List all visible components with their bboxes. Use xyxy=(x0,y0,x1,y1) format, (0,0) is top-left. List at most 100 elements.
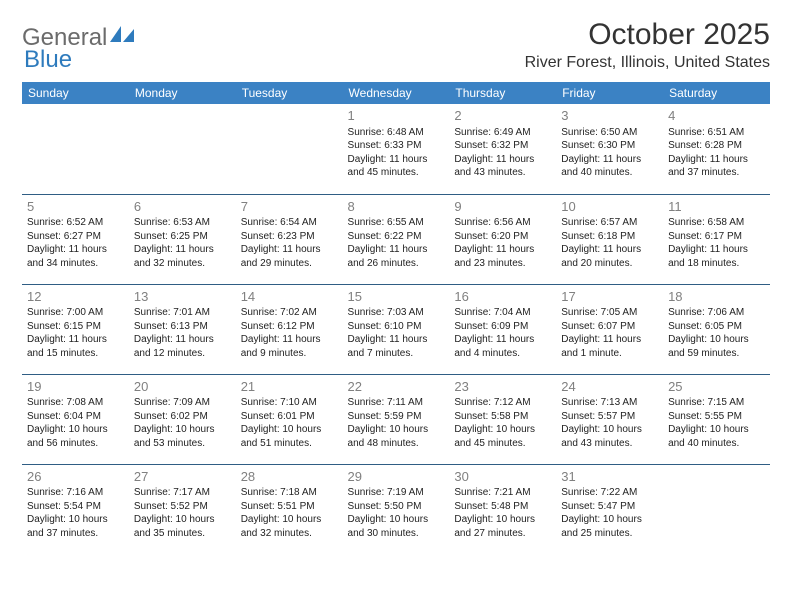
day-info-line: Daylight: 11 hours xyxy=(27,243,124,257)
day-number: 16 xyxy=(454,288,551,306)
header: General October 2025 River Forest, Illin… xyxy=(22,18,770,72)
title-block: October 2025 River Forest, Illinois, Uni… xyxy=(525,18,770,72)
calendar-day-cell: 14Sunrise: 7:02 AMSunset: 6:12 PMDayligh… xyxy=(236,284,343,374)
day-info-line: Sunrise: 6:56 AM xyxy=(454,216,551,230)
day-number: 17 xyxy=(561,288,658,306)
day-info-line: Sunrise: 6:53 AM xyxy=(134,216,231,230)
day-number: 19 xyxy=(27,378,124,396)
calendar-day-cell: 18Sunrise: 7:06 AMSunset: 6:05 PMDayligh… xyxy=(663,284,770,374)
day-info-line: Sunset: 6:01 PM xyxy=(241,410,338,424)
calendar-day-cell: 1Sunrise: 6:48 AMSunset: 6:33 PMDaylight… xyxy=(343,104,450,194)
day-info-line: and 26 minutes. xyxy=(348,257,445,271)
day-info-line: Sunrise: 7:08 AM xyxy=(27,396,124,410)
day-info-line: Sunset: 6:20 PM xyxy=(454,230,551,244)
day-info-line: Sunset: 5:54 PM xyxy=(27,500,124,514)
day-info-line: and 48 minutes. xyxy=(348,437,445,451)
day-number: 28 xyxy=(241,468,338,486)
day-number: 20 xyxy=(134,378,231,396)
day-info-line: Daylight: 10 hours xyxy=(348,513,445,527)
day-info-line: Sunrise: 7:02 AM xyxy=(241,306,338,320)
day-number: 8 xyxy=(348,198,445,216)
day-info-line: and 40 minutes. xyxy=(668,437,765,451)
day-info-line: Sunrise: 7:21 AM xyxy=(454,486,551,500)
day-number: 30 xyxy=(454,468,551,486)
calendar-week-row: 19Sunrise: 7:08 AMSunset: 6:04 PMDayligh… xyxy=(22,374,770,464)
day-info-line: Daylight: 10 hours xyxy=(27,423,124,437)
day-info-line: Sunset: 5:52 PM xyxy=(134,500,231,514)
day-info-line: Sunrise: 6:54 AM xyxy=(241,216,338,230)
calendar-day-cell: 27Sunrise: 7:17 AMSunset: 5:52 PMDayligh… xyxy=(129,464,236,554)
day-info-line: Sunset: 6:02 PM xyxy=(134,410,231,424)
calendar-day-cell: 31Sunrise: 7:22 AMSunset: 5:47 PMDayligh… xyxy=(556,464,663,554)
day-info-line: and 51 minutes. xyxy=(241,437,338,451)
day-info-line: Sunset: 6:07 PM xyxy=(561,320,658,334)
calendar-day-cell: 16Sunrise: 7:04 AMSunset: 6:09 PMDayligh… xyxy=(449,284,556,374)
day-number: 31 xyxy=(561,468,658,486)
calendar-day-cell: 5Sunrise: 6:52 AMSunset: 6:27 PMDaylight… xyxy=(22,194,129,284)
day-info-line: and 37 minutes. xyxy=(27,527,124,541)
weekday-header: Wednesday xyxy=(343,82,450,104)
day-number: 29 xyxy=(348,468,445,486)
day-info-line: Daylight: 10 hours xyxy=(241,423,338,437)
calendar-day-cell: 19Sunrise: 7:08 AMSunset: 6:04 PMDayligh… xyxy=(22,374,129,464)
weekday-header: Friday xyxy=(556,82,663,104)
day-info-line: Daylight: 11 hours xyxy=(454,243,551,257)
day-number: 13 xyxy=(134,288,231,306)
day-info-line: Daylight: 11 hours xyxy=(454,153,551,167)
day-info-line: Daylight: 10 hours xyxy=(454,513,551,527)
calendar-day-cell: 24Sunrise: 7:13 AMSunset: 5:57 PMDayligh… xyxy=(556,374,663,464)
day-info-line: and 4 minutes. xyxy=(454,347,551,361)
day-info-line: Sunrise: 7:15 AM xyxy=(668,396,765,410)
calendar-day-cell: 26Sunrise: 7:16 AMSunset: 5:54 PMDayligh… xyxy=(22,464,129,554)
day-info-line: Sunset: 6:18 PM xyxy=(561,230,658,244)
calendar-day-cell: 15Sunrise: 7:03 AMSunset: 6:10 PMDayligh… xyxy=(343,284,450,374)
day-info-line: and 32 minutes. xyxy=(134,257,231,271)
day-info-line: Sunrise: 7:19 AM xyxy=(348,486,445,500)
day-info-line: Sunset: 6:04 PM xyxy=(27,410,124,424)
day-info-line: Sunset: 6:05 PM xyxy=(668,320,765,334)
day-number: 7 xyxy=(241,198,338,216)
day-info-line: and 53 minutes. xyxy=(134,437,231,451)
day-info-line: and 34 minutes. xyxy=(27,257,124,271)
calendar-page: General October 2025 River Forest, Illin… xyxy=(0,0,792,564)
day-info-line: Sunset: 6:30 PM xyxy=(561,139,658,153)
weekday-header: Thursday xyxy=(449,82,556,104)
day-info-line: Sunset: 6:25 PM xyxy=(134,230,231,244)
day-number: 15 xyxy=(348,288,445,306)
calendar-day-cell: 21Sunrise: 7:10 AMSunset: 6:01 PMDayligh… xyxy=(236,374,343,464)
calendar-day-cell: 8Sunrise: 6:55 AMSunset: 6:22 PMDaylight… xyxy=(343,194,450,284)
calendar-week-row: 1Sunrise: 6:48 AMSunset: 6:33 PMDaylight… xyxy=(22,104,770,194)
day-info-line: Daylight: 10 hours xyxy=(454,423,551,437)
logo-text-2: Blue xyxy=(24,46,72,74)
day-info-line: and 18 minutes. xyxy=(668,257,765,271)
day-info-line: Daylight: 10 hours xyxy=(27,513,124,527)
day-number: 24 xyxy=(561,378,658,396)
day-info-line: Daylight: 11 hours xyxy=(27,333,124,347)
day-info-line: Sunrise: 6:58 AM xyxy=(668,216,765,230)
day-number: 18 xyxy=(668,288,765,306)
location-text: River Forest, Illinois, United States xyxy=(525,54,770,72)
day-info-line: Sunset: 6:10 PM xyxy=(348,320,445,334)
day-info-line: Sunset: 5:57 PM xyxy=(561,410,658,424)
month-title: October 2025 xyxy=(525,18,770,52)
calendar-day-cell: 20Sunrise: 7:09 AMSunset: 6:02 PMDayligh… xyxy=(129,374,236,464)
day-info-line: Daylight: 11 hours xyxy=(241,333,338,347)
day-info-line: and 20 minutes. xyxy=(561,257,658,271)
day-info-line: Sunrise: 7:09 AM xyxy=(134,396,231,410)
day-info-line: and 1 minute. xyxy=(561,347,658,361)
day-number: 4 xyxy=(668,107,765,125)
day-number: 6 xyxy=(134,198,231,216)
day-info-line: and 56 minutes. xyxy=(27,437,124,451)
day-info-line: and 23 minutes. xyxy=(454,257,551,271)
calendar-day-cell: 2Sunrise: 6:49 AMSunset: 6:32 PMDaylight… xyxy=(449,104,556,194)
day-number: 10 xyxy=(561,198,658,216)
day-info-line: Sunset: 6:09 PM xyxy=(454,320,551,334)
day-info-line: Daylight: 10 hours xyxy=(561,423,658,437)
calendar-day-cell: 7Sunrise: 6:54 AMSunset: 6:23 PMDaylight… xyxy=(236,194,343,284)
calendar-day-cell: 3Sunrise: 6:50 AMSunset: 6:30 PMDaylight… xyxy=(556,104,663,194)
day-info-line: Daylight: 10 hours xyxy=(241,513,338,527)
day-info-line: Daylight: 10 hours xyxy=(134,423,231,437)
calendar-day-cell: 25Sunrise: 7:15 AMSunset: 5:55 PMDayligh… xyxy=(663,374,770,464)
calendar-header-row: SundayMondayTuesdayWednesdayThursdayFrid… xyxy=(22,82,770,104)
day-info-line: Sunset: 5:48 PM xyxy=(454,500,551,514)
